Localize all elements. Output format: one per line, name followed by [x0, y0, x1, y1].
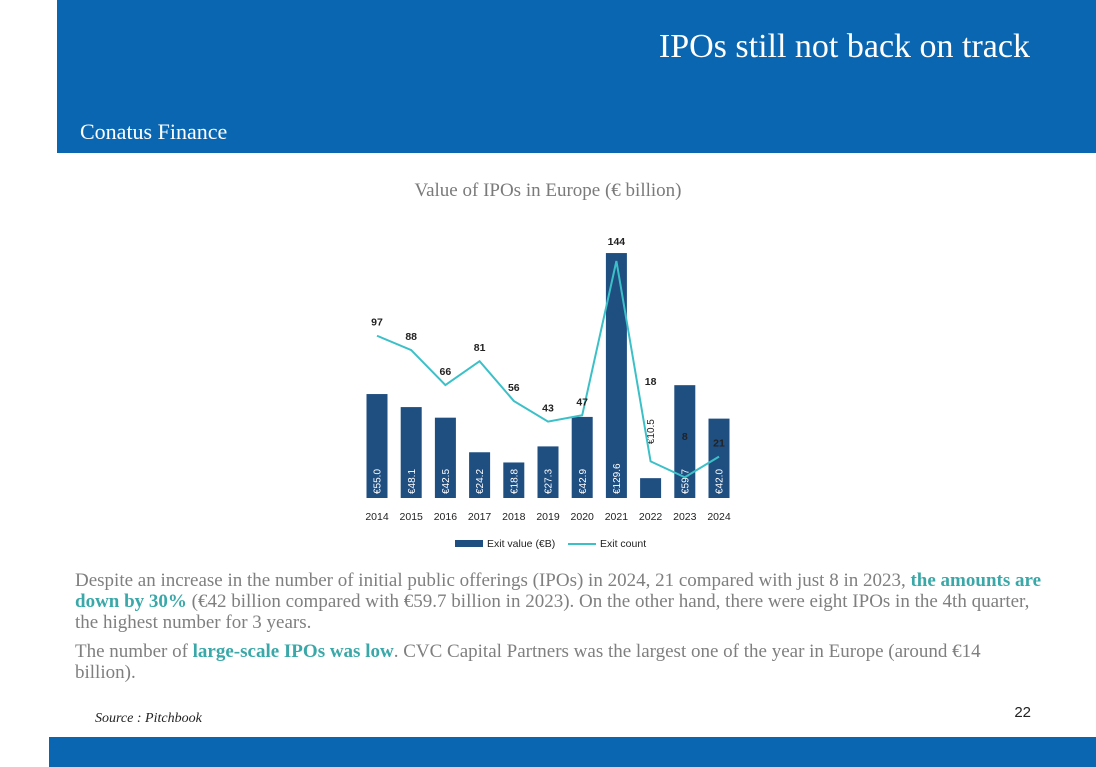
bar-2016	[434, 417, 456, 498]
paragraph-1: Despite an increase in the number of ini…	[75, 570, 1042, 633]
slide-title: IPOs still not back on track	[658, 28, 1030, 65]
count-label-2022: 18	[645, 376, 657, 388]
count-label-2024: 21	[713, 438, 725, 450]
bar-label-2018: €18.8	[509, 469, 520, 494]
bar-2017	[469, 452, 491, 498]
x-tick-2024: 2024	[707, 511, 731, 523]
exit-count-line	[376, 260, 720, 479]
count-label-2023: 8	[682, 431, 688, 443]
x-tick-2023: 2023	[673, 511, 697, 523]
count-label-2016: 66	[440, 366, 452, 378]
legend-label-count: Exit count	[600, 538, 646, 550]
count-label-2019: 43	[542, 403, 554, 415]
bar-2020	[571, 416, 593, 498]
count-label-2021: 144	[608, 236, 626, 248]
bar-label-2020: €42.9	[578, 469, 589, 494]
brand-name: Conatus Finance	[80, 119, 228, 144]
body-text: Despite an increase in the number of ini…	[75, 570, 1045, 691]
bar-2021	[605, 253, 627, 498]
count-label-2018: 56	[508, 382, 520, 394]
x-tick-2014: 2014	[365, 511, 389, 523]
x-tick-2022: 2022	[639, 511, 663, 523]
bar-2019	[537, 446, 559, 498]
bar-2018	[503, 462, 525, 498]
footer-bar	[49, 737, 1096, 767]
count-label-2017: 81	[474, 342, 486, 354]
bar-label-2016: €42.5	[441, 469, 452, 494]
legend-swatch-value	[455, 540, 483, 547]
bar-label-2014: €55.0	[373, 469, 384, 494]
bar-2023	[674, 385, 696, 498]
count-label-2015: 88	[405, 331, 417, 343]
legend-label-value: Exit value (€B)	[487, 538, 555, 550]
bar-label-2023: €59.7	[680, 469, 691, 494]
bar-label-2021: €129.6	[612, 463, 623, 494]
source-note: Source : Pitchbook	[95, 711, 202, 726]
x-tick-2018: 2018	[502, 511, 526, 523]
bar-2014	[366, 394, 388, 498]
bar-label-2019: €27.3	[544, 469, 555, 494]
bar-2022	[640, 478, 662, 498]
highlight-amounts: the amounts are down by 30%	[75, 570, 1042, 612]
x-tick-2019: 2019	[536, 511, 560, 523]
highlight-large-ipos: large-scale IPOs was low	[192, 641, 394, 662]
x-tick-2016: 2016	[434, 511, 458, 523]
paragraph-2: The number of large-scale IPOs was low. …	[75, 641, 981, 683]
x-tick-2021: 2021	[605, 511, 629, 523]
x-tick-2015: 2015	[400, 511, 424, 523]
bar-label-2015: €48.1	[407, 469, 418, 494]
x-tick-2017: 2017	[468, 511, 492, 523]
chart-title: Value of IPOs in Europe (€ billion)	[414, 180, 682, 201]
bar-2015	[400, 407, 422, 498]
bar-2024	[708, 418, 730, 498]
header-bar: IPOs still not back on track Conatus Fin…	[57, 0, 1096, 153]
bar-label-2022: €10.5	[646, 419, 657, 444]
count-label-2014: 97	[371, 317, 383, 329]
page-number: 22	[1014, 704, 1031, 721]
ipo-chart: €55.0 2014 €48.1 2015 €42.5 2016 €24.2 2017 €18.…	[365, 236, 731, 550]
count-label-2020: 47	[576, 396, 588, 408]
bar-label-2017: €24.2	[475, 469, 486, 494]
bar-label-2024: €42.0	[715, 469, 726, 494]
x-tick-2020: 2020	[571, 511, 595, 523]
